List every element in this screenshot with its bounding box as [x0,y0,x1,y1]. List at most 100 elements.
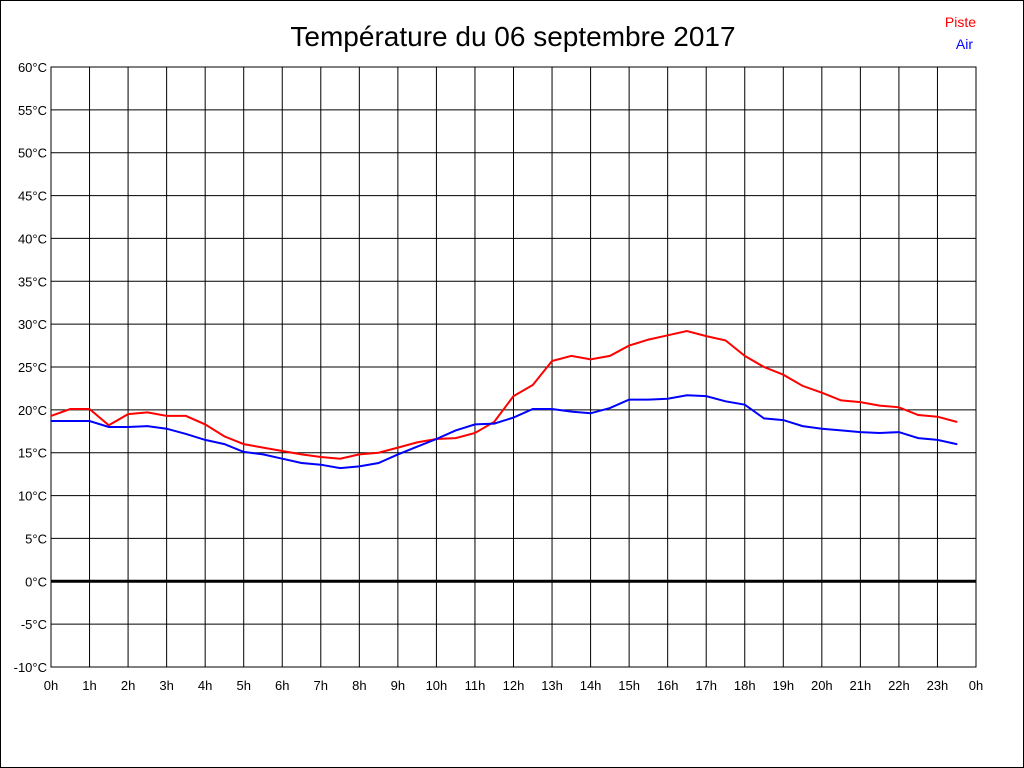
data-point-air [435,438,438,440]
data-point-piste [358,453,361,456]
x-tick-label: 10h [426,678,448,693]
y-tick-label: 40°C [18,231,47,246]
data-point-air [589,412,592,415]
data-point-air [763,417,765,420]
data-point-air [493,422,496,425]
y-tick-label: -5°C [21,617,47,632]
data-point-piste [339,457,341,460]
data-point-piste [300,453,303,456]
y-tick-label: 30°C [18,317,47,332]
data-point-piste [705,335,708,337]
data-point-piste [146,411,149,414]
data-point-air [146,425,149,427]
data-point-piste [551,360,553,362]
data-point-piste [454,437,457,439]
data-point-air [377,462,380,464]
x-tick-label: 11h [465,678,486,693]
data-point-air [878,432,881,434]
data-point-piste [628,344,630,347]
data-point-piste [801,385,804,387]
data-point-piste [416,441,418,444]
data-point-piste [570,355,573,357]
data-point-piste [108,424,110,427]
y-tick-label: 55°C [18,103,47,118]
data-point-piste [127,413,129,415]
data-point-air [936,439,939,441]
data-point-air [108,426,110,428]
data-point-piste [609,355,611,357]
y-tick-label: 35°C [18,274,47,289]
data-point-air [840,429,842,432]
data-point-piste [936,415,939,418]
data-point-air [397,453,399,456]
x-tick-label: 22h [888,678,910,693]
data-point-piste [917,414,919,416]
data-point-air [570,410,573,413]
data-point-air [339,467,341,469]
data-point-air [801,425,804,427]
data-point-air [88,420,91,422]
x-tick-label: 9h [391,678,405,693]
data-point-piste [782,373,785,376]
data-point-air [743,403,746,406]
data-point-air [300,462,303,464]
data-point-air [319,463,322,466]
data-point-piste [493,421,496,423]
legend-piste: Piste [945,14,976,30]
y-tick-label: 60°C [18,60,47,75]
data-point-air [859,431,862,433]
x-tick-label: 0h [969,678,983,693]
x-tick-label: 20h [811,678,833,693]
grid [50,66,977,668]
y-tick-label: 50°C [18,146,47,161]
data-point-piste [666,334,669,337]
x-tick-label: 19h [772,678,794,693]
x-tick-label: 23h [927,678,949,693]
x-tick-label: 18h [734,678,756,693]
data-point-piste [69,408,72,410]
data-point-piste [377,451,380,454]
data-point-piste [589,358,592,361]
data-point-air [242,451,245,453]
data-point-air [551,408,553,410]
x-tick-label: 6h [275,678,289,693]
x-axis-ticks: 0h 1h 2h 3h 4h 5h 6h 7h 8h 9h 10h 11h 12h 13h 14h 15h 16… [44,678,983,693]
x-tick-label: 13h [541,678,563,693]
data-point-air [821,427,823,430]
data-point-piste [223,435,226,438]
data-point-air [609,407,611,409]
data-point-air [204,439,206,441]
y-tick-label: 15°C [18,446,47,461]
data-point-piste [898,406,900,409]
data-point-air [917,437,919,439]
chart-title: Température du 06 septembre 2017 [290,21,735,52]
data-point-air [358,465,361,468]
data-point-piste [204,423,206,426]
data-point-piste [474,432,476,434]
x-tick-label: 21h [850,678,872,693]
y-axis-ticks: 60°C 55°C 50°C 45°C 40°C 35°C 30°C 25°C 20°C 15°C… [14,60,47,675]
data-point-piste [878,404,881,407]
series-lines [50,329,958,470]
data-point-air [686,394,688,397]
data-point-piste [859,401,862,403]
data-point-piste [397,446,399,449]
data-point-air [782,419,785,421]
y-tick-label: 45°C [18,189,47,204]
series-line-air [51,394,957,470]
y-tick-label: 5°C [25,531,47,546]
data-point-air [647,398,650,401]
data-point-piste [242,443,245,445]
data-point-piste [88,408,91,410]
data-point-air [628,398,630,401]
data-point-piste [647,338,650,341]
data-point-air [454,429,457,432]
data-point-piste [955,421,958,423]
data-point-piste [281,450,284,452]
y-tick-label: 25°C [18,360,47,375]
x-tick-label: 14h [580,678,602,693]
x-tick-label: 3h [159,678,173,693]
data-point-piste [821,391,823,394]
